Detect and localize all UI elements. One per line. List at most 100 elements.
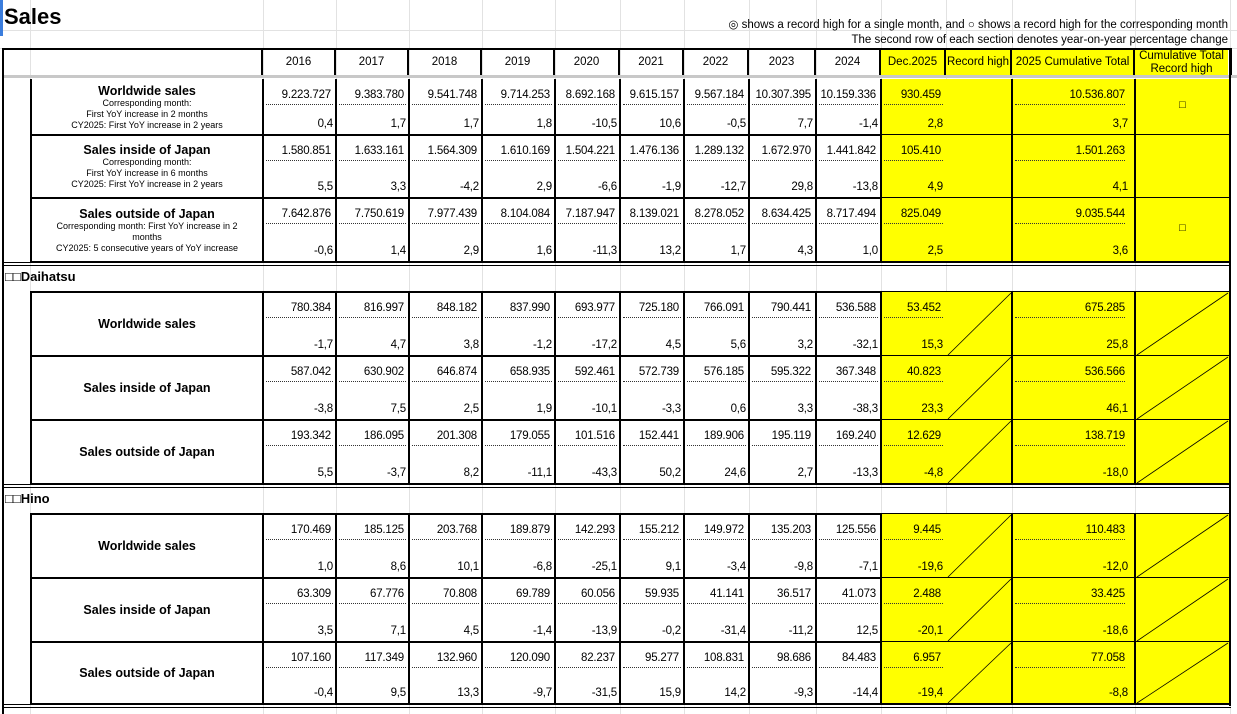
- column-border: [408, 642, 410, 704]
- column-border: [683, 135, 685, 198]
- not-applicable-slash: [947, 578, 1012, 642]
- dotted-rule: [819, 445, 878, 446]
- section-title: □□Daihatsu: [5, 269, 76, 284]
- dotted-rule: [339, 317, 406, 318]
- dotted-rule: [752, 104, 813, 105]
- cumulative-record-high-mark: □: [1179, 222, 1186, 234]
- year-2024-yoy: 12,5: [856, 625, 878, 637]
- row-border: [30, 577, 1231, 579]
- dotted-rule: [884, 317, 943, 318]
- row-label-cell: Sales outside of Japan: [32, 420, 262, 484]
- column-border: [683, 356, 685, 420]
- dec-2025-value: 105.410: [900, 145, 941, 157]
- dotted-rule: [884, 381, 943, 382]
- year-2019-yoy: -9,7: [532, 687, 552, 699]
- year-2023-value: 595.322: [770, 366, 811, 378]
- column-border: [554, 578, 556, 642]
- header-year: 2022: [684, 50, 749, 75]
- cumulative-value: 1.501.263: [1075, 145, 1126, 157]
- section-left-border: [30, 514, 32, 704]
- header-cumulative-record-high: Cumulative Total Record high: [1135, 50, 1228, 75]
- dotted-rule: [687, 160, 746, 161]
- not-applicable-slash: [947, 420, 1012, 484]
- frame-right: [1229, 48, 1231, 706]
- cumulative-value: 110.483: [1085, 524, 1126, 536]
- dotted-rule: [819, 381, 878, 382]
- column-border: [748, 420, 750, 484]
- cumulative-value: 675.285: [1084, 302, 1125, 314]
- cumulative-yoy: 3,7: [1112, 118, 1129, 130]
- cumulative-yoy: 3,6: [1112, 245, 1129, 257]
- column-border: [815, 198, 817, 262]
- cumulative-record-high-mark: □: [1179, 99, 1186, 111]
- year-2016-yoy: 5,5: [317, 181, 334, 193]
- column-border: [481, 356, 483, 420]
- year-2020-yoy: -25,1: [591, 561, 617, 573]
- column-border: [554, 642, 556, 704]
- year-2023-yoy: 2,7: [797, 467, 814, 479]
- year-2024-value: 84.483: [842, 652, 876, 664]
- year-2021-yoy: 15,9: [659, 687, 681, 699]
- year-2018-yoy: -4,2: [459, 181, 479, 193]
- year-2019-yoy: -1,2: [532, 339, 552, 351]
- dotted-rule: [1015, 381, 1125, 382]
- dotted-rule: [339, 223, 406, 224]
- dotted-rule: [884, 539, 943, 540]
- row-label-cell: Worldwide sales Corresponding month: First…: [32, 79, 262, 135]
- header-year: 2018: [409, 50, 482, 75]
- column-border: [748, 642, 750, 704]
- dotted-rule: [558, 539, 617, 540]
- year-2017-value: 630.902: [363, 366, 404, 378]
- not-applicable-slash: [1136, 292, 1229, 356]
- column-border: [619, 420, 621, 484]
- highlight-area: [881, 578, 1229, 642]
- column-border: [1134, 420, 1136, 484]
- cell-cursor[interactable]: [0, 0, 3, 36]
- year-2020-yoy: -10,1: [591, 403, 617, 415]
- year-2021-yoy: 4,5: [665, 339, 682, 351]
- header-year: 2021: [620, 50, 684, 75]
- year-2022-value: 766.091: [703, 302, 744, 314]
- row-note: First YoY increase in 6 months: [86, 168, 208, 178]
- column-border: [880, 135, 882, 198]
- header-separator: [2, 75, 1237, 78]
- dotted-rule: [687, 381, 746, 382]
- year-2022-yoy: 24,6: [724, 467, 746, 479]
- column-border: [335, 420, 337, 484]
- year-2023-value: 8.634.425: [761, 208, 812, 220]
- dotted-rule: [266, 667, 333, 668]
- column-border: [683, 578, 685, 642]
- column-border: [748, 578, 750, 642]
- dotted-rule: [412, 603, 479, 604]
- year-2017-yoy: 7,5: [390, 403, 407, 415]
- highlight-area: [881, 420, 1229, 484]
- cumulative-value: 10.536.807: [1069, 89, 1125, 101]
- cumulative-value: 536.566: [1084, 366, 1125, 378]
- column-border: [748, 356, 750, 420]
- column-border: [619, 514, 621, 578]
- row-label: Sales outside of Japan: [79, 206, 215, 221]
- header-year: 2017: [336, 50, 409, 75]
- column-border: [748, 135, 750, 198]
- year-2020-value: 8.692.168: [565, 89, 616, 101]
- year-2016-value: 7.642.876: [281, 208, 332, 220]
- year-2023-value: 135.203: [770, 524, 811, 536]
- column-border: [1011, 356, 1013, 420]
- column-border: [748, 514, 750, 578]
- row-label: Sales outside of Japan: [79, 445, 215, 459]
- dotted-rule: [339, 381, 406, 382]
- cumulative-yoy: -8,8: [1108, 687, 1128, 699]
- sheet-title: Sales: [4, 4, 62, 29]
- row-label-cell: Sales outside of Japan: [32, 642, 262, 704]
- column-border: [554, 198, 556, 262]
- year-2017-value: 186.095: [363, 430, 404, 442]
- dec-2025-yoy: 15,3: [921, 339, 943, 351]
- year-2019-value: 9.714.253: [500, 89, 551, 101]
- year-2019-yoy: 1,8: [536, 118, 553, 130]
- column-border: [262, 578, 264, 642]
- column-border: [554, 79, 556, 135]
- row-label: Sales inside of Japan: [83, 381, 211, 395]
- year-2018-value: 201.308: [436, 430, 477, 442]
- column-border: [619, 578, 621, 642]
- dotted-rule: [485, 381, 552, 382]
